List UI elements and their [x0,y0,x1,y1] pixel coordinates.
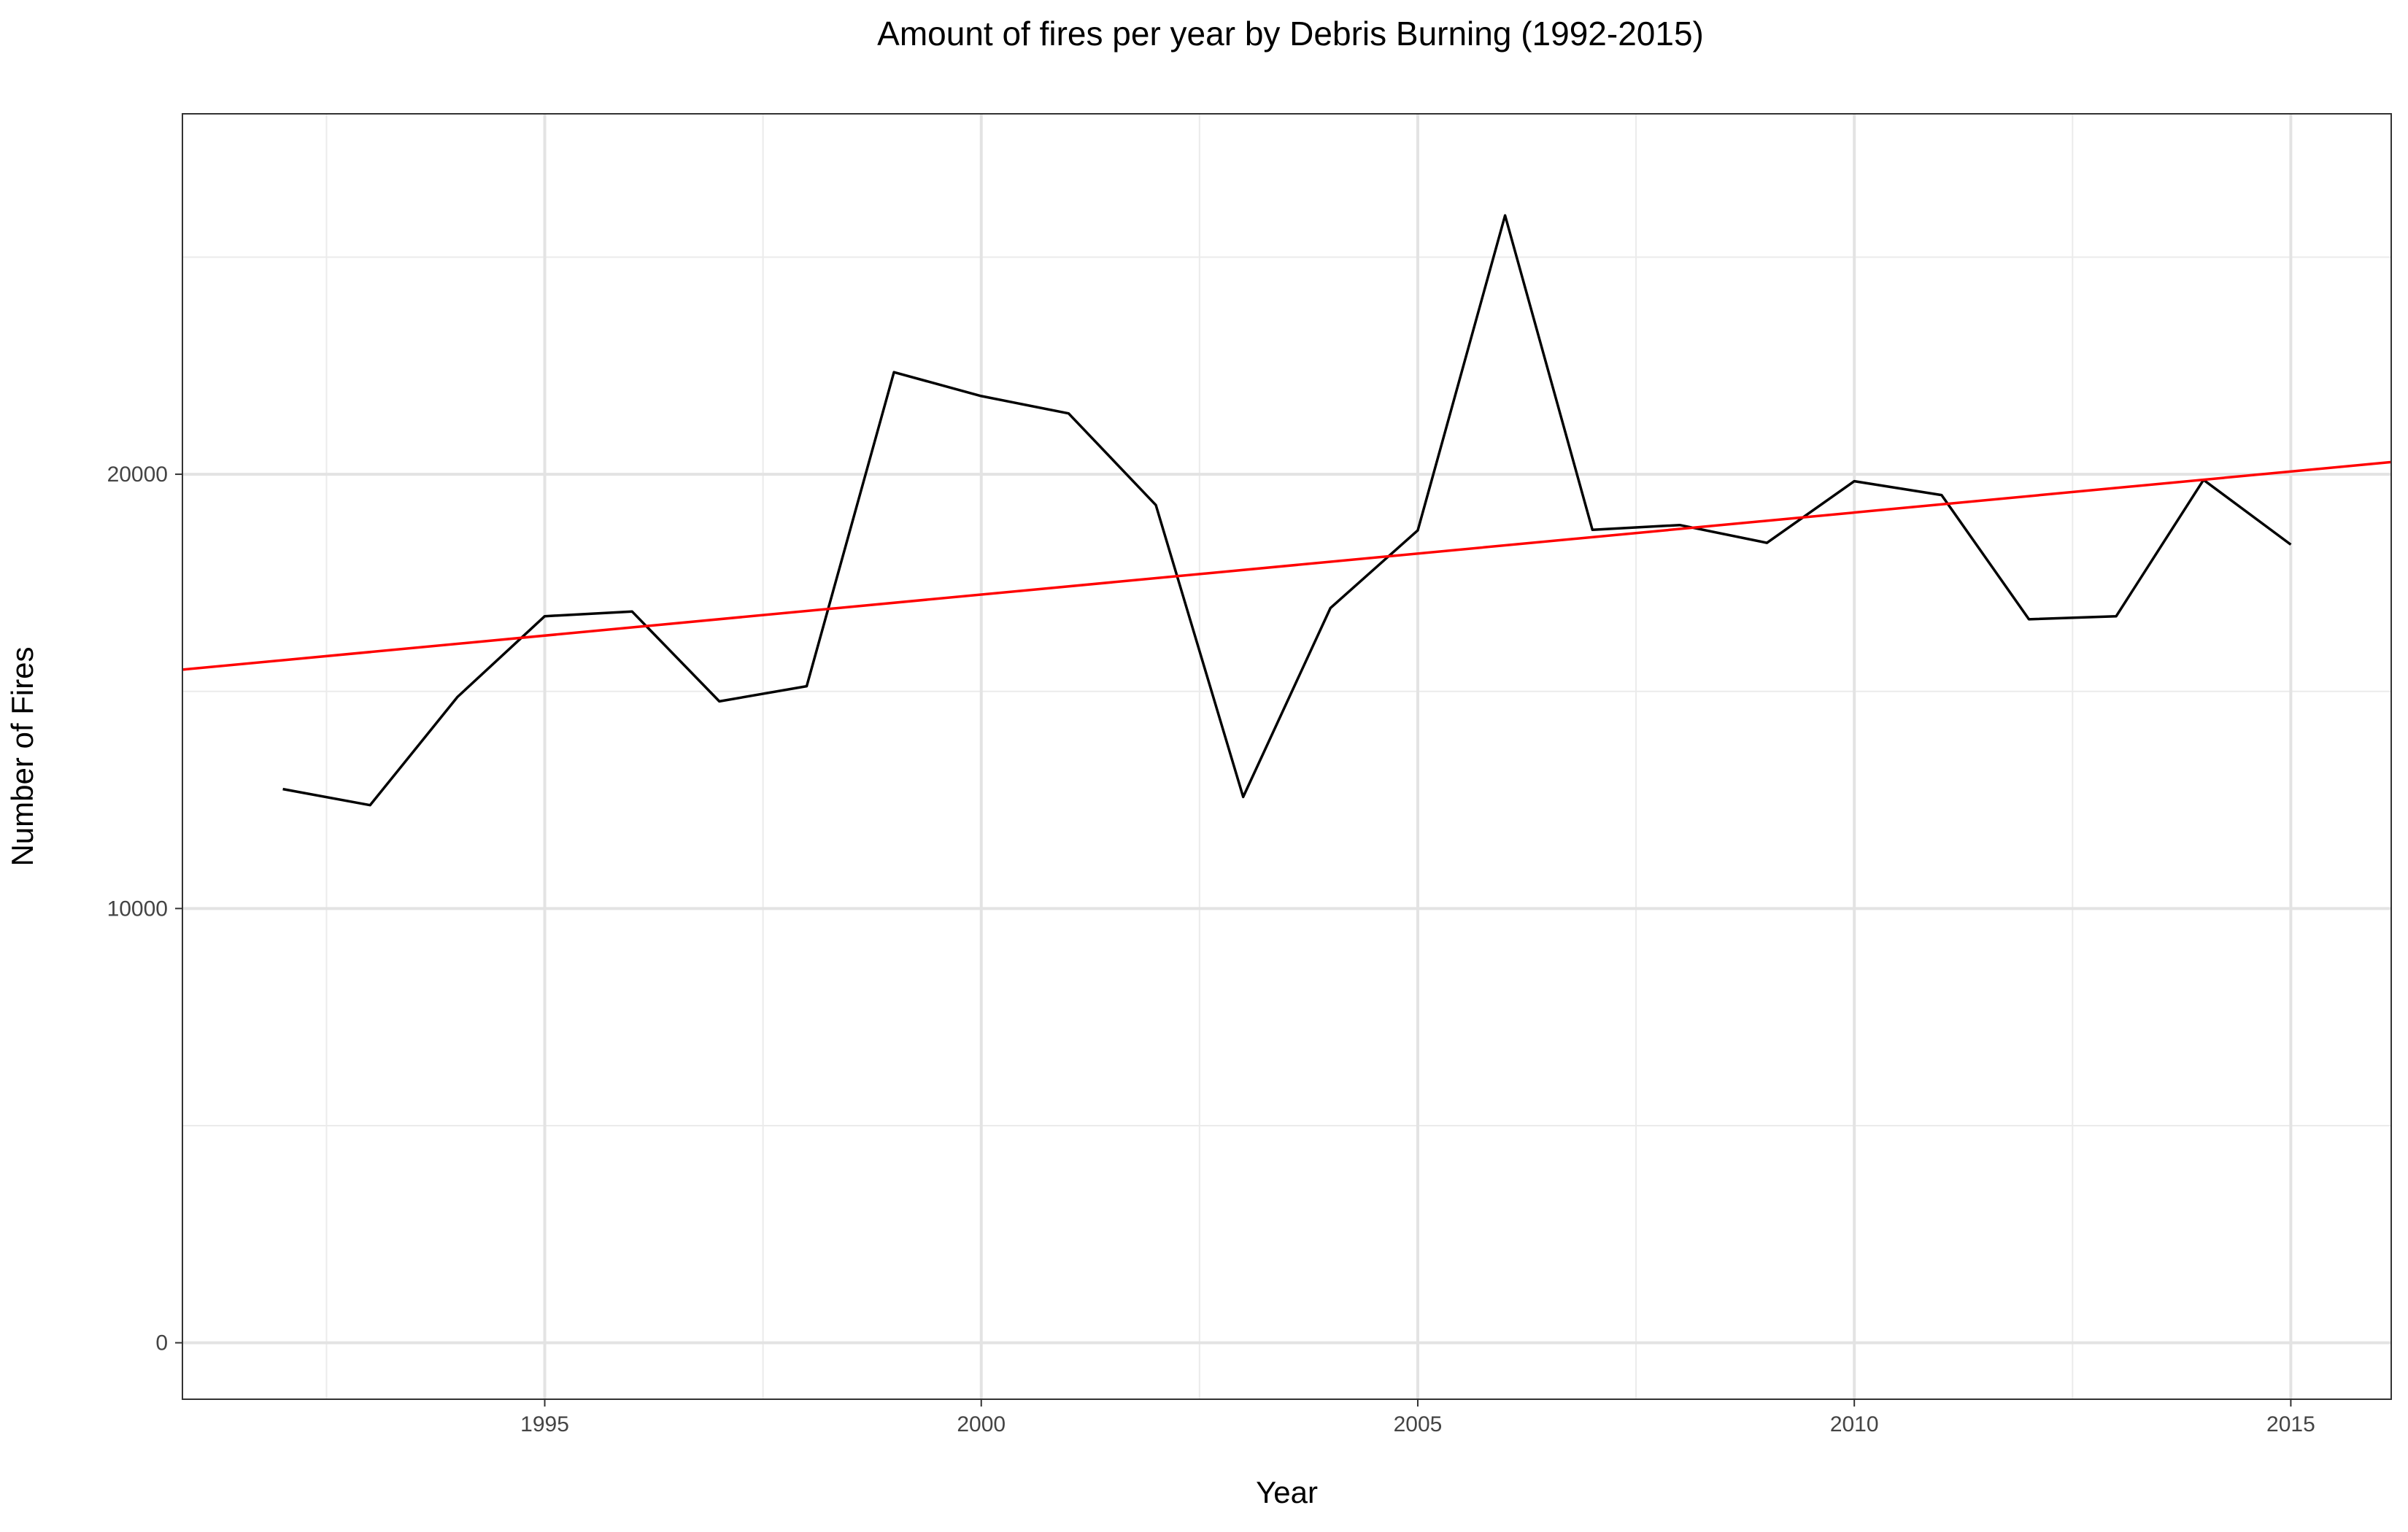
y-tick-label: 20000 [107,463,168,487]
x-tick-label: 2010 [1830,1412,1879,1436]
y-tick-label: 10000 [107,897,168,921]
x-tick-label: 2005 [1394,1412,1443,1436]
x-tick-label: 2000 [957,1412,1006,1436]
panel-border [182,113,2392,1400]
tick-labels: 1995 2000 2005 2010 2015 0 10000 20000 [107,463,2315,1436]
x-tick-label: 1995 [520,1412,569,1436]
y-axis-title: Number of Fires [5,646,39,866]
chart-title: Amount of fires per year by Debris Burni… [877,15,1704,53]
minor-gridlines [182,114,2391,1399]
major-gridlines [182,114,2391,1399]
x-tick-label: 2015 [2266,1412,2315,1436]
x-axis-title: Year [1256,1475,1318,1509]
series-line [282,214,2292,807]
axis-ticks [175,473,2292,1407]
series-layer [182,214,2392,807]
trend-line [182,460,2392,671]
y-tick-label: 0 [155,1331,168,1355]
